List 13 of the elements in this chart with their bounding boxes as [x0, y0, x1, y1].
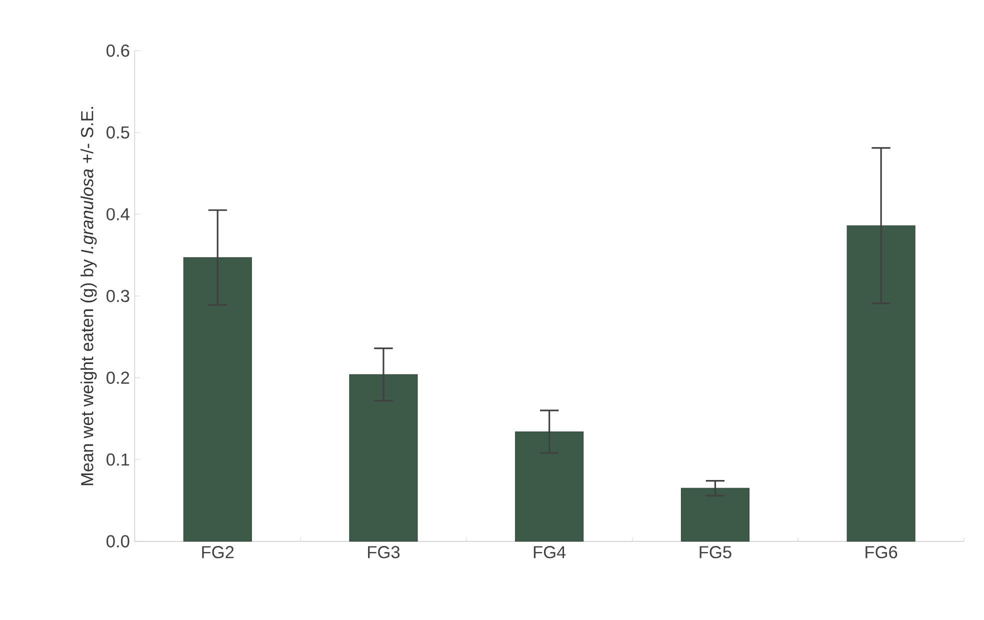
y-tick-label: 0.0: [106, 535, 130, 548]
y-tick-label: 0.4: [106, 208, 130, 220]
y-tick-label: 0.5: [106, 126, 130, 139]
x-tick-label: FG2: [202, 546, 234, 558]
y-axis-title: Mean wet weight eaten (g) by I.granulosa +/- S.E.: [80, 107, 97, 486]
y-tick-label: 0.2: [106, 372, 130, 384]
y-tick-label: 0.1: [106, 453, 130, 466]
y-tick-label: 0.3: [106, 290, 130, 302]
y-tick-label: 0.6: [106, 44, 130, 57]
x-tick-label: FG4: [534, 546, 566, 558]
x-tick-label: FG6: [866, 546, 898, 558]
x-tick-label: FG3: [368, 546, 400, 558]
x-tick-label: FG5: [700, 546, 732, 558]
